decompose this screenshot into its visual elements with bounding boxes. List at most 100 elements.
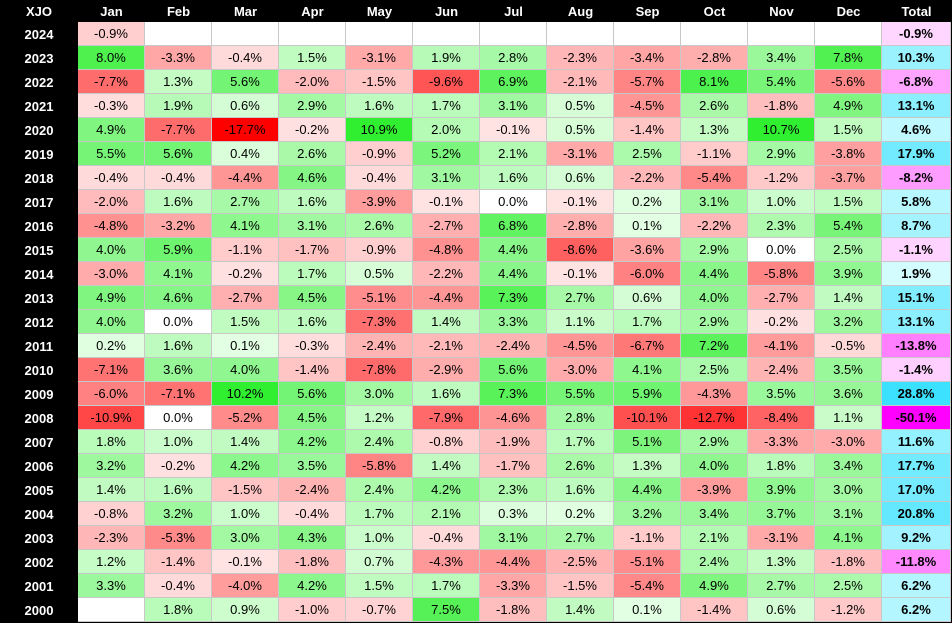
return-cell: -4.0% [212, 574, 279, 598]
return-cell: 1.3% [681, 118, 748, 142]
return-cell: 6.9% [480, 70, 547, 94]
return-cell: 3.6% [145, 358, 212, 382]
return-cell: -0.2% [279, 118, 346, 142]
return-cell: 0.1% [614, 214, 681, 238]
return-cell: -2.2% [614, 166, 681, 190]
return-cell: -5.1% [346, 286, 413, 310]
return-cell: -10.9% [78, 406, 145, 430]
return-cell: -3.7% [815, 166, 882, 190]
return-cell: 1.4% [212, 430, 279, 454]
column-header: Jun [413, 0, 480, 22]
return-cell: 3.0% [346, 382, 413, 406]
return-cell: -2.7% [748, 286, 815, 310]
return-cell: 0.0% [145, 310, 212, 334]
return-cell: -2.7% [212, 286, 279, 310]
return-cell: -2.8% [547, 214, 614, 238]
return-cell: 0.6% [547, 166, 614, 190]
return-cell: 2.9% [681, 238, 748, 262]
return-cell: 3.2% [78, 454, 145, 478]
return-cell: 0.1% [212, 334, 279, 358]
return-cell: 4.2% [279, 574, 346, 598]
return-cell: -0.9% [346, 142, 413, 166]
return-cell: 1.6% [413, 382, 480, 406]
return-cell: 1.3% [145, 70, 212, 94]
return-cell: 4.5% [279, 406, 346, 430]
row-year: 2024 [0, 22, 78, 46]
return-cell: 2.6% [346, 214, 413, 238]
column-header: Mar [212, 0, 279, 22]
return-cell: 4.6% [145, 286, 212, 310]
return-cell: 1.6% [279, 310, 346, 334]
return-cell: -2.4% [748, 358, 815, 382]
return-cell: 1.5% [815, 118, 882, 142]
return-cell: -1.8% [279, 550, 346, 574]
return-cell [681, 22, 748, 46]
row-year: 2001 [0, 574, 78, 598]
return-cell: -0.1% [413, 190, 480, 214]
return-cell: 3.9% [748, 478, 815, 502]
return-cell: 5.5% [547, 382, 614, 406]
row-year: 2018 [0, 166, 78, 190]
return-cell: 1.5% [346, 574, 413, 598]
return-cell: -2.3% [78, 526, 145, 550]
return-cell: -1.5% [346, 70, 413, 94]
return-cell: 1.8% [145, 598, 212, 622]
return-cell: 1.2% [346, 406, 413, 430]
return-cell: -1.8% [748, 94, 815, 118]
return-cell: 1.4% [815, 286, 882, 310]
return-cell: 1.8% [748, 454, 815, 478]
return-cell: -8.4% [748, 406, 815, 430]
return-cell: -6.7% [614, 334, 681, 358]
return-cell: -2.8% [681, 46, 748, 70]
return-cell: -0.2% [145, 454, 212, 478]
return-cell: 5.9% [614, 382, 681, 406]
return-cell: 2.4% [681, 550, 748, 574]
return-cell: -1.8% [480, 598, 547, 622]
return-cell [547, 22, 614, 46]
return-cell: -2.4% [480, 334, 547, 358]
column-header: Aug [547, 0, 614, 22]
return-cell: -0.2% [212, 262, 279, 286]
total-cell: -1.4% [882, 358, 951, 382]
return-cell: -9.6% [413, 70, 480, 94]
row-year: 2022 [0, 70, 78, 94]
return-cell: 4.1% [145, 262, 212, 286]
total-cell: 4.6% [882, 118, 951, 142]
total-cell: 28.8% [882, 382, 951, 406]
return-cell: -2.1% [413, 334, 480, 358]
return-cell: 1.6% [346, 94, 413, 118]
return-cell: 3.5% [279, 454, 346, 478]
total-cell: -6.8% [882, 70, 951, 94]
return-cell: 4.2% [413, 478, 480, 502]
return-cell: 7.3% [480, 382, 547, 406]
return-cell: 3.1% [480, 94, 547, 118]
return-cell: 1.4% [413, 310, 480, 334]
return-cell: 0.2% [78, 334, 145, 358]
return-cell: 2.7% [748, 574, 815, 598]
return-cell: 0.5% [346, 262, 413, 286]
return-cell: 1.3% [614, 454, 681, 478]
return-cell: 5.1% [614, 430, 681, 454]
return-cell: -1.1% [681, 142, 748, 166]
row-year: 2005 [0, 478, 78, 502]
return-cell: -5.4% [614, 574, 681, 598]
return-cell: 4.6% [279, 166, 346, 190]
return-cell: 1.7% [547, 430, 614, 454]
total-cell: 13.1% [882, 310, 951, 334]
return-cell: 4.0% [78, 310, 145, 334]
return-cell: -0.9% [78, 22, 145, 46]
return-cell: -3.0% [547, 358, 614, 382]
return-cell: -5.1% [614, 550, 681, 574]
return-cell: -1.4% [145, 550, 212, 574]
return-cell: -1.7% [480, 454, 547, 478]
return-cell: -2.9% [413, 358, 480, 382]
row-year: 2013 [0, 286, 78, 310]
return-cell: -4.4% [413, 286, 480, 310]
return-cell: -6.0% [78, 382, 145, 406]
return-cell: -3.9% [681, 478, 748, 502]
row-year: 2017 [0, 190, 78, 214]
return-cell: 1.5% [212, 310, 279, 334]
total-cell: 9.2% [882, 526, 951, 550]
return-cell: 1.5% [279, 46, 346, 70]
